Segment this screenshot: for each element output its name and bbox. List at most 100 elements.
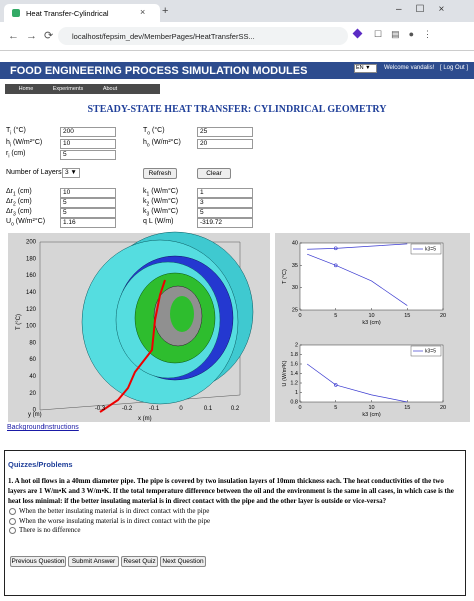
field-input[interactable]: 5 xyxy=(197,208,253,218)
field-input[interactable]: 10 xyxy=(60,138,116,149)
tab-close[interactable]: × xyxy=(140,7,146,17)
z-tick-label: 180 xyxy=(26,256,37,262)
z-tick-label: 20 xyxy=(29,391,36,397)
form-button[interactable]: Refresh xyxy=(143,168,177,179)
x-tick-label: 20 xyxy=(440,405,446,411)
doc-link[interactable]: Instructions xyxy=(43,424,79,431)
series-marker xyxy=(333,383,338,387)
field-label: To (°C) xyxy=(143,127,165,136)
x-tick-label: 0 xyxy=(179,406,183,412)
field-input[interactable]: 3 xyxy=(197,198,253,208)
quiz-button[interactable]: Reset Quiz xyxy=(121,556,158,567)
quiz-option: When the worse insulating material is in… xyxy=(19,516,211,525)
x-tick-label: -0.3 xyxy=(95,406,106,412)
layers-select[interactable]: 3 ▼ xyxy=(62,168,80,178)
field-unit: (W/m°C) xyxy=(151,188,179,195)
quiz-button[interactable]: Previous Question xyxy=(10,556,66,567)
y-tick-label: 0.8 xyxy=(290,399,298,405)
field-label: Ti (°C) xyxy=(6,127,26,136)
field-subscript: 1 xyxy=(13,191,16,198)
nav-arrows[interactable]: ←→⟳ xyxy=(8,30,61,42)
field-symbol: h xyxy=(143,138,147,146)
y-tick-label: 1.4 xyxy=(290,371,298,377)
field-input[interactable]: 5 xyxy=(60,150,116,160)
z-tick-label: 0 xyxy=(33,408,37,414)
field-input[interactable]: 20 xyxy=(197,138,253,149)
field-input[interactable]: 25 xyxy=(197,127,253,137)
field-label: k1 (W/m°C) xyxy=(143,188,178,197)
y-axis-label: y (m) xyxy=(28,412,42,418)
doc-link[interactable]: Background xyxy=(7,424,45,431)
layer-core-hole xyxy=(170,296,194,332)
field-unit: (cm) xyxy=(17,208,32,215)
nav-button[interactable]: About xyxy=(102,86,118,92)
y-tick-label: 2 xyxy=(295,342,298,348)
toolbar-icons[interactable]: ☐▤●⋮ xyxy=(374,29,442,39)
language-select[interactable]: EN ▼ xyxy=(354,64,377,73)
field-label: Uo (W/m²°C) xyxy=(6,218,45,227)
x-tick-label: 15 xyxy=(404,313,410,319)
field-symbol: U xyxy=(6,218,12,225)
x-tick-label: 10 xyxy=(368,313,374,319)
field-input[interactable]: 200 xyxy=(60,127,116,137)
x-tick-label: 0.1 xyxy=(204,406,213,412)
field-input[interactable]: 10 xyxy=(60,188,116,198)
field-input[interactable]: 5 xyxy=(60,208,116,218)
field-subscript: i xyxy=(8,153,10,160)
series-marker xyxy=(333,246,338,251)
window-controls[interactable]: –☐× xyxy=(396,4,459,15)
series-line xyxy=(307,253,408,306)
radio[interactable] xyxy=(9,527,16,534)
quiz-title: Quizzes/Problems xyxy=(8,460,73,469)
field-symbol: k xyxy=(143,188,147,195)
field-unit: (cm) xyxy=(11,150,26,157)
field-label: hi (W/m²°C) xyxy=(6,139,42,148)
form-button[interactable]: Clear xyxy=(197,168,231,179)
address-bar[interactable] xyxy=(58,27,348,45)
radio[interactable] xyxy=(9,508,16,515)
tab[interactable] xyxy=(4,4,160,22)
url: localhost/fepsim_dev/MemberPages/HeatTra… xyxy=(72,32,255,41)
field-symbol: k xyxy=(143,198,147,205)
legend-box xyxy=(410,243,442,255)
x-tick-label: 5 xyxy=(334,405,337,411)
field-input[interactable]: 5 xyxy=(60,198,116,208)
tab-icon xyxy=(12,9,20,17)
x-tick-label: 20 xyxy=(440,313,446,319)
quiz-option: When the better insulating material is i… xyxy=(19,507,210,515)
new-tab[interactable]: + xyxy=(162,5,169,17)
y-tick-label: 1.8 xyxy=(290,352,298,358)
logout[interactable]: [ Log Out ] xyxy=(440,65,469,71)
z-tick-label: 160 xyxy=(26,273,37,279)
z-axis-label: T (°C) xyxy=(16,314,22,330)
z-tick-label: 140 xyxy=(26,290,37,296)
nav-button[interactable]: Home xyxy=(18,86,34,92)
field-input[interactable]: 1.16 xyxy=(60,218,116,228)
field-unit: (°C) xyxy=(13,127,26,134)
x-tick-label: 10 xyxy=(368,405,374,411)
z-tick-label: 40 xyxy=(29,374,36,380)
y-tick-label: 35 xyxy=(292,263,298,269)
x-tick-label: 0 xyxy=(298,313,301,319)
quiz-button[interactable]: Submit Answer xyxy=(68,556,119,567)
nav-button[interactable]: Experiments xyxy=(52,86,84,92)
quiz-button[interactable]: Next Question xyxy=(160,556,206,567)
field-subscript: o xyxy=(11,221,14,228)
page-title: STEADY-STATE HEAT TRANSFER: CYLINDRICAL … xyxy=(87,104,387,115)
field-symbol: T xyxy=(6,127,11,134)
field-label: ho (W/m²°C) xyxy=(143,139,181,148)
field-subscript: i xyxy=(10,130,12,137)
field-subscript: 3 xyxy=(13,211,16,218)
field-subscript: 1 xyxy=(146,191,150,198)
series-line xyxy=(307,243,408,250)
field-symbol: Δr xyxy=(6,188,14,195)
x-axis-label: k3 (cm) xyxy=(362,412,381,418)
x-tick-label: 15 xyxy=(404,405,410,411)
field-subscript: 2 xyxy=(13,201,16,208)
field-unit: (W/m°C) xyxy=(151,198,179,205)
radio[interactable] xyxy=(9,517,16,525)
field-input[interactable]: -319.72 xyxy=(197,218,253,228)
field-symbol: q L xyxy=(143,218,153,225)
field-input[interactable]: 1 xyxy=(197,188,253,198)
field-unit: (W/m²°C) xyxy=(12,138,43,146)
